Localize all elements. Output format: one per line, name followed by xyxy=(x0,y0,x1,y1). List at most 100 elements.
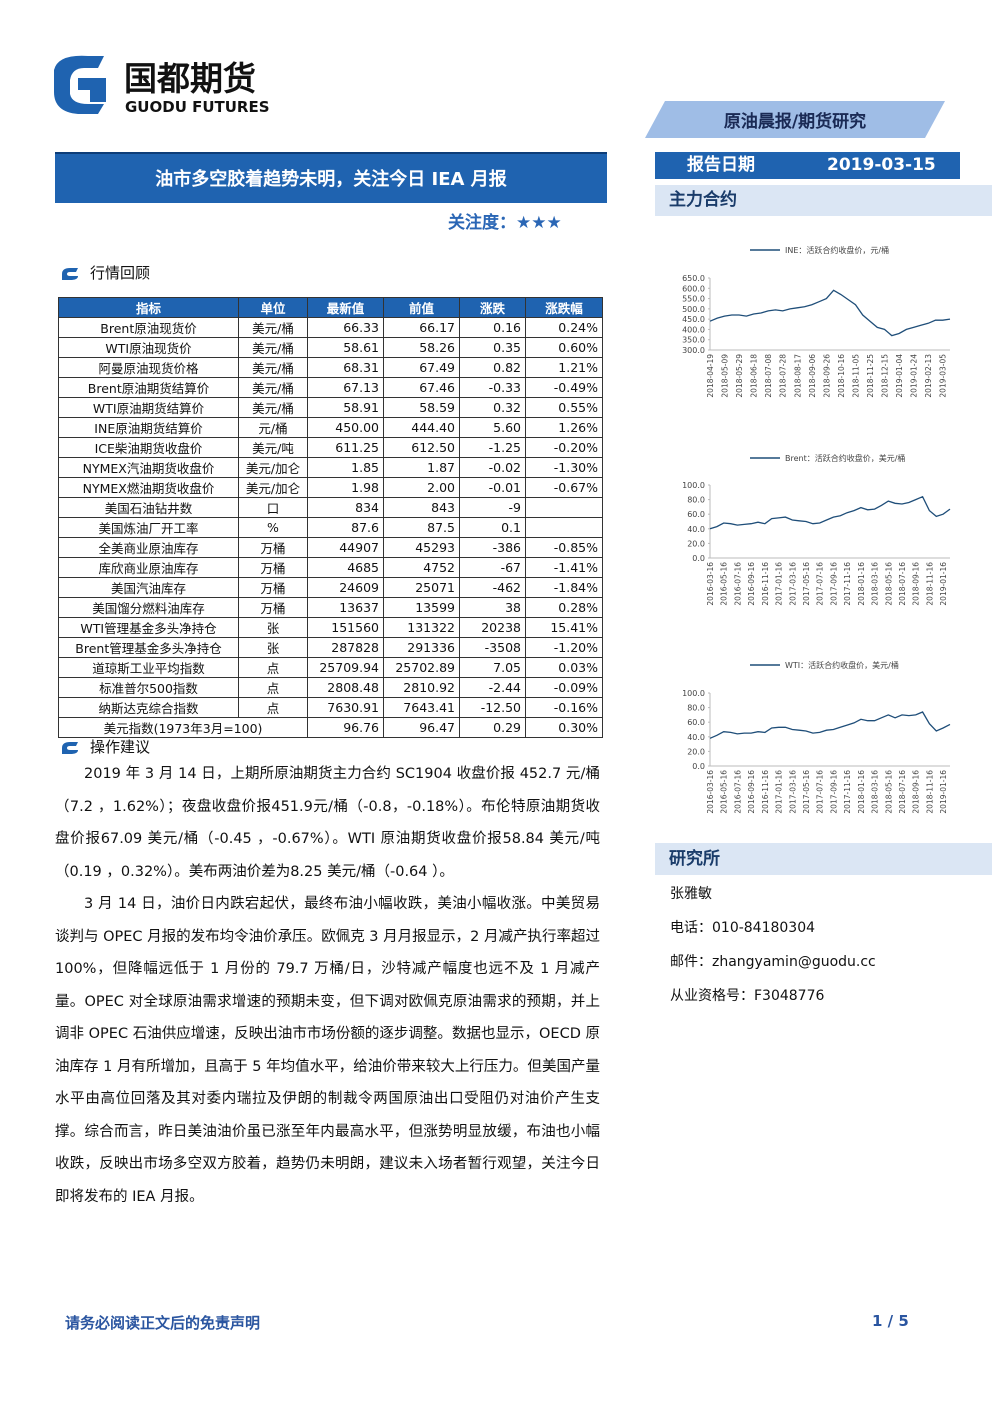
cell: -0.67% xyxy=(525,477,603,498)
cell: 美元/桶 xyxy=(238,317,308,338)
cell: 元/桶 xyxy=(238,417,308,438)
table-row: 道琼斯工业平均指数点 25709.94 25702.89 7.05 0.03% xyxy=(58,657,603,678)
x-tick-label: 2018-03-16 xyxy=(871,562,880,606)
header-cell: 单位 xyxy=(238,297,308,318)
x-tick-label: 2018-06-18 xyxy=(750,354,759,398)
cell: 87.5 xyxy=(383,517,460,538)
x-tick-label: 2017-03-16 xyxy=(788,770,797,814)
cell: -1.41% xyxy=(525,557,603,578)
x-tick-label: 2018-01-16 xyxy=(857,562,866,606)
x-tick-label: 2016-09-16 xyxy=(747,770,756,814)
cell xyxy=(525,497,603,518)
logo: 国都期货 GUODU FUTURES xyxy=(54,55,270,116)
y-tick-label: 20.0 xyxy=(687,747,705,756)
cell: 13637 xyxy=(307,597,384,618)
cell: 纳斯达克综合指数 xyxy=(58,697,239,718)
y-tick-label: 100.0 xyxy=(682,689,705,698)
y-tick-label: 550.0 xyxy=(682,295,705,304)
cell: 0.60% xyxy=(525,337,603,358)
header-cell: 最新值 xyxy=(307,297,384,318)
header-cell: 涨跌幅 xyxy=(525,297,603,318)
cell: INE原油期货结算价 xyxy=(58,417,239,438)
cell: 点 xyxy=(238,677,308,698)
cell: -12.50 xyxy=(459,697,526,718)
cell: -0.02 xyxy=(459,457,526,478)
cell: 点 xyxy=(238,697,308,718)
x-tick-label: 2016-07-16 xyxy=(733,562,742,606)
table-row: NYMEX燃油期货收盘价 美元/加仑 1.98 2.00 -0.01 -0.67% xyxy=(58,477,603,498)
x-tick-label: 2019-01-16 xyxy=(939,770,948,814)
cell: 美元/加仑 xyxy=(238,457,308,478)
cell: 5.60 xyxy=(459,417,526,438)
section-heading: 操作建议 xyxy=(60,736,150,757)
cell: -2.44 xyxy=(459,677,526,698)
section-title: 行情回顾 xyxy=(90,264,151,282)
cell: 67.49 xyxy=(383,357,460,378)
cell: 58.91 xyxy=(307,397,384,418)
cell: NYMEX燃油期货收盘价 xyxy=(58,477,239,498)
cell: ICE柴油期货收盘价 xyxy=(58,437,239,458)
table-row: 美国馏分燃料油库存 万桶 13637 13599 38 0.28% xyxy=(58,597,603,618)
cell: 美元/加仑 xyxy=(238,477,308,498)
cell: 2808.48 xyxy=(307,677,384,698)
cell: 1.98 xyxy=(307,477,384,498)
x-tick-label: 2016-11-16 xyxy=(761,770,770,814)
cell: 291336 xyxy=(383,637,460,658)
cell: 0.35 xyxy=(459,337,526,358)
cell: 阿曼原油现货价格 xyxy=(58,357,239,378)
cell: 7630.91 xyxy=(307,697,384,718)
x-tick-label: 2016-09-16 xyxy=(747,562,756,606)
y-tick-label: 400.0 xyxy=(682,325,705,334)
x-tick-label: 2017-11-16 xyxy=(843,770,852,814)
cell xyxy=(525,517,603,538)
x-tick-label: 2016-03-16 xyxy=(706,770,715,814)
x-tick-label: 2017-05-16 xyxy=(802,562,811,606)
paragraph: 3 月 14 日，油价日内跌宕起伏，最终布油小幅收跌，美油小幅收涨。中美贸易谈判… xyxy=(55,896,600,1205)
x-tick-label: 2019-02-13 xyxy=(924,354,933,398)
cell: 2.00 xyxy=(383,477,460,498)
table-row: 纳斯达克综合指数点 7630.91 7643.41 -12.50 -0.16% xyxy=(58,697,603,718)
cell: 全美商业原油库存 xyxy=(58,537,239,558)
x-tick-label: 2016-05-16 xyxy=(720,770,729,814)
cell: -0.33 xyxy=(459,377,526,398)
x-tick-label: 2019-01-04 xyxy=(895,354,904,398)
x-tick-label: 2018-07-16 xyxy=(898,770,907,814)
table-row: Brent原油现货价 美元/桶 66.33 66.17 0.16 0.24% xyxy=(58,317,603,338)
cell: 67.13 xyxy=(307,377,384,398)
table-row: ICE柴油期货收盘价 美元/吨 611.25 612.50 -1.25 -0.20% xyxy=(58,437,603,458)
x-tick-label: 2017-01-16 xyxy=(775,562,784,606)
x-tick-label: 2018-09-26 xyxy=(822,354,831,398)
cell: 20238 xyxy=(459,617,526,638)
cell: 1.21% xyxy=(525,357,603,378)
x-tick-label: 2016-03-16 xyxy=(706,562,715,606)
cell: 131322 xyxy=(383,617,460,638)
banner: 原油晨报/期货研究 xyxy=(645,101,945,138)
cell: NYMEX汽油期货收盘价 xyxy=(58,457,239,478)
x-tick-label: 2017-11-16 xyxy=(843,562,852,606)
cell: 万桶 xyxy=(238,597,308,618)
y-tick-label: 500.0 xyxy=(682,305,705,314)
cell: 美国汽油库存 xyxy=(58,577,239,598)
legend-label: Brent：活跃合约收盘价，美元/桶 xyxy=(785,453,905,463)
cell: 25702.89 xyxy=(383,657,460,678)
report-title: 油市多空胶着趋势未明，关注今日 IEA 月报 xyxy=(55,152,607,203)
table-header-row: 指标 单位 最新值 前值 涨跌 涨跌幅 xyxy=(58,297,603,318)
page-number: 1 / 5 xyxy=(872,1312,909,1330)
cell: 0.30% xyxy=(525,717,603,738)
x-tick-label: 2019-03-05 xyxy=(939,354,948,398)
cell: 611.25 xyxy=(307,437,384,458)
paragraph: 2019 年 3 月 14 日，上期所原油期货主力合约 SC1904 收盘价报 … xyxy=(55,766,600,880)
y-tick-label: 650.0 xyxy=(682,274,705,283)
cell: -462 xyxy=(459,577,526,598)
cell: Brent原油现货价 xyxy=(58,317,239,338)
cell: 151560 xyxy=(307,617,384,638)
x-tick-label: 2018-09-16 xyxy=(912,770,921,814)
cell: 25709.94 xyxy=(307,657,384,678)
x-tick-label: 2017-05-16 xyxy=(802,770,811,814)
section-bar: 研究所 xyxy=(655,843,992,875)
cell: 张 xyxy=(238,617,308,638)
y-tick-label: 300.0 xyxy=(682,346,705,355)
cell: 0.24% xyxy=(525,317,603,338)
header-cell: 前值 xyxy=(383,297,460,318)
cell: 库欣商业原油库存 xyxy=(58,557,239,578)
